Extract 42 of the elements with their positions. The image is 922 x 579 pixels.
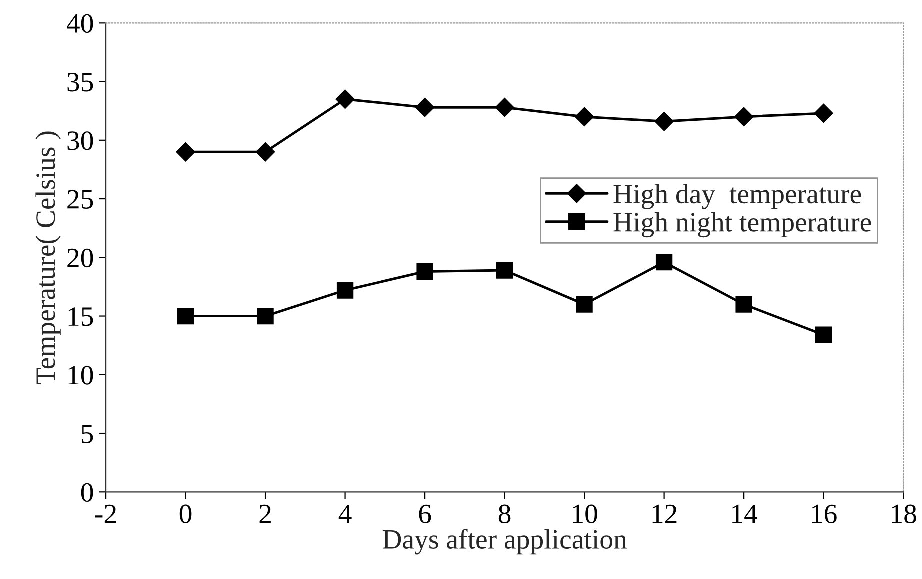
y-tick-label: 15 [68,308,94,326]
x-tick-label: 4 [338,504,352,524]
y-tick-label: 0 [81,483,94,502]
x-tick-label: 16 [812,504,837,524]
point [176,142,196,162]
point [336,90,355,109]
point [177,308,194,325]
point [495,98,514,118]
legend-label: High day temperature [614,184,862,210]
x-tick-label: 12 [652,504,677,524]
point [416,263,434,280]
point [257,308,274,325]
y-tick-label: 30 [68,132,94,150]
y-tick-label: 35 [68,73,94,92]
y-tick-label: 40 [66,14,94,34]
y-tick-label: 20 [68,248,94,268]
y-tick-label: 5 [82,424,94,444]
legend-label: High night temperature [614,212,872,238]
point [575,107,594,126]
y-axis-title: Temperature( Celsius ) [36,132,61,384]
x-tick-label: 8 [498,504,511,524]
point [256,142,276,162]
x-tick-label: 6 [419,504,432,524]
y-tick-label: 10 [68,366,94,385]
x-tick-label: 18 [892,504,916,524]
x-axis-title: Days after application [382,529,628,555]
x-tick-label: 2 [260,504,271,524]
point [815,326,832,344]
point [336,282,354,299]
point [576,296,593,313]
x-tick-label: 10 [573,504,598,524]
point [416,98,435,118]
x-tick-label: -2 [95,504,116,524]
x-tick-label: 0 [180,504,192,524]
point [654,112,674,132]
point [814,104,834,123]
point [736,296,752,313]
point [496,262,514,279]
point [656,254,673,271]
point [734,107,754,126]
x-tick-label: 14 [732,504,758,524]
y-tick-label: 25 [68,190,94,209]
